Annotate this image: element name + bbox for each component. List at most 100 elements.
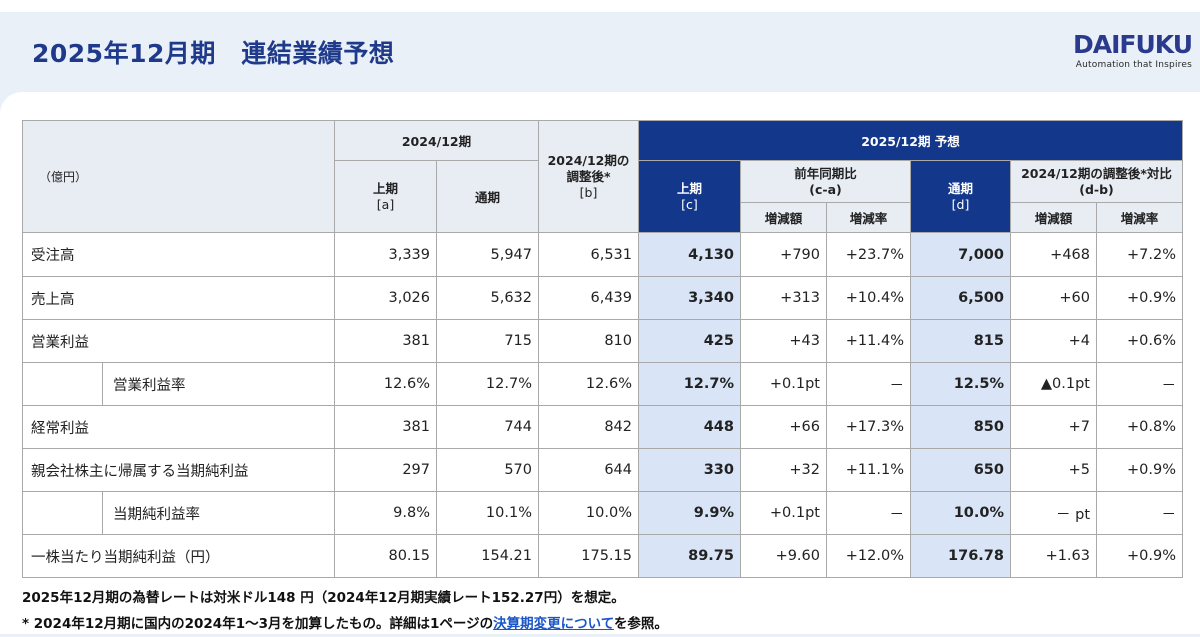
row-label: 一株当たり当期純利益（円） xyxy=(22,534,335,578)
cell-c: 330 xyxy=(638,448,741,492)
cell-b: 6,531 xyxy=(538,232,639,277)
table-row-operating-income: 営業利益 381 715 810 425 +43 +11.4% 815 +4 +… xyxy=(22,319,1183,363)
cell-ca-rate: － xyxy=(826,362,911,406)
cell-db-amount: ▲0.1pt xyxy=(1010,362,1097,406)
cell-a: 3,026 xyxy=(334,276,437,320)
page-title: 2025年12月期 連結業績予想 xyxy=(32,39,395,68)
cell-d: 12.5% xyxy=(910,362,1011,406)
cell-full2024: 5,632 xyxy=(436,276,539,320)
col-2025-h1-label: 上期 xyxy=(676,180,702,196)
cell-ca-amount: +32 xyxy=(740,448,827,492)
content-panel: （億円） 2024/12期 2024/12期の 調整後* [b] 2025/12… xyxy=(0,92,1200,634)
cell-ca-rate: +11.1% xyxy=(826,448,911,492)
top-strip xyxy=(0,0,1200,12)
group-vs-adjusted-sub: (d-b) xyxy=(1079,181,1114,197)
cell-ca-rate: +17.3% xyxy=(826,405,911,449)
row-label: 親会社株主に帰属する当期純利益 xyxy=(22,448,335,492)
col-yoy-amount: 増減額 xyxy=(740,202,827,233)
cell-ca-rate: +10.4% xyxy=(826,276,911,320)
cell-ca-rate: － xyxy=(826,491,911,535)
cell-c: 4,130 xyxy=(638,232,741,277)
group-2025: 2025/12期 予想 xyxy=(638,120,1183,161)
cell-ca-amount: +790 xyxy=(740,232,827,277)
logo-wordmark: DAIFUKU xyxy=(1072,30,1193,59)
col-2024-h1: 上期 [a] xyxy=(334,160,437,233)
cell-a: 381 xyxy=(334,405,437,449)
row-label: 営業利益率 xyxy=(102,362,335,406)
cell-full2024: 10.1% xyxy=(436,491,539,535)
cell-b: 10.0% xyxy=(538,491,639,535)
cell-db-rate: +0.6% xyxy=(1096,319,1183,363)
group-vs-adjusted: 2024/12期の調整後*対比 (d-b) xyxy=(1010,160,1183,203)
group-vs-adjusted-label: 2024/12期の調整後*対比 xyxy=(1021,165,1172,181)
cell-b: 842 xyxy=(538,405,639,449)
indent-cell xyxy=(22,491,103,535)
cell-ca-amount: +66 xyxy=(740,405,827,449)
cell-db-rate: +7.2% xyxy=(1096,232,1183,277)
table-row-ordinary-income: 経常利益 381 744 842 448 +66 +17.3% 850 +7 +… xyxy=(22,405,1183,449)
cell-d: 650 xyxy=(910,448,1011,492)
cell-c: 425 xyxy=(638,319,741,363)
cell-c: 12.7% xyxy=(638,362,741,406)
cell-b: 810 xyxy=(538,319,639,363)
cell-c: 448 xyxy=(638,405,741,449)
forecast-table: （億円） 2024/12期 2024/12期の 調整後* [b] 2025/12… xyxy=(22,120,1183,578)
cell-full2024: 744 xyxy=(436,405,539,449)
cell-db-rate: － xyxy=(1096,491,1183,535)
row-label: 売上高 xyxy=(22,276,335,320)
col-2025-h1: 上期 [c] xyxy=(638,160,741,233)
group-2024: 2024/12期 xyxy=(334,120,539,161)
footnote-exchange-rate: 2025年12月期の為替レートは対米ドル148 円（2024年12月期実績レート… xyxy=(22,590,625,606)
footnotes: 2025年12月期の為替レートは対米ドル148 円（2024年12月期実績レート… xyxy=(22,585,668,637)
cell-full2024: 715 xyxy=(436,319,539,363)
cell-ca-amount: +43 xyxy=(740,319,827,363)
col-adjusted: 2024/12期の 調整後* [b] xyxy=(538,120,639,233)
cell-a: 9.8% xyxy=(334,491,437,535)
cell-d: 6,500 xyxy=(910,276,1011,320)
cell-ca-rate: +11.4% xyxy=(826,319,911,363)
company-logo: DAIFUKU Automation that Inspires xyxy=(1072,30,1193,71)
cell-db-rate: +0.9% xyxy=(1096,276,1183,320)
cell-c: 89.75 xyxy=(638,534,741,578)
cell-b: 175.15 xyxy=(538,534,639,578)
cell-d: 176.78 xyxy=(910,534,1011,578)
cell-db-amount: － pt xyxy=(1010,491,1097,535)
cell-b: 644 xyxy=(538,448,639,492)
table-row-eps: 一株当たり当期純利益（円） 80.15 154.21 175.15 89.75 … xyxy=(22,534,1183,578)
footnote-adjustment-tail: を参照。 xyxy=(613,616,668,632)
cell-ca-amount: +313 xyxy=(740,276,827,320)
cell-ca-rate: +23.7% xyxy=(826,232,911,277)
cell-full2024: 154.21 xyxy=(436,534,539,578)
cell-b: 6,439 xyxy=(538,276,639,320)
cell-ca-amount: +0.1pt xyxy=(740,362,827,406)
cell-b: 12.6% xyxy=(538,362,639,406)
table-row-operating-margin: 営業利益率 12.6% 12.7% 12.6% 12.7% +0.1pt － 1… xyxy=(22,362,1183,406)
cell-db-rate: +0.9% xyxy=(1096,448,1183,492)
cell-a: 3,339 xyxy=(334,232,437,277)
cell-db-rate: +0.8% xyxy=(1096,405,1183,449)
cell-db-amount: +7 xyxy=(1010,405,1097,449)
cell-db-amount: +468 xyxy=(1010,232,1097,277)
indent-cell xyxy=(22,362,103,406)
cell-c: 3,340 xyxy=(638,276,741,320)
col-2025-full-sub: [d] xyxy=(951,196,970,212)
footnote-adjustment: * 2024年12月期に国内の2024年1～3月を加算したもの。詳細は1ページの… xyxy=(22,611,668,637)
cell-ca-amount: +0.1pt xyxy=(740,491,827,535)
cell-a: 297 xyxy=(334,448,437,492)
cell-db-rate: +0.9% xyxy=(1096,534,1183,578)
col-yoy-rate: 増減率 xyxy=(826,202,911,233)
cell-db-amount: +4 xyxy=(1010,319,1097,363)
fiscal-change-link[interactable]: 決算期変更について xyxy=(493,616,614,632)
col-adjusted-line1: 2024/12期の xyxy=(547,152,630,168)
cell-db-amount: +5 xyxy=(1010,448,1097,492)
table-row-net-margin: 当期純利益率 9.8% 10.1% 10.0% 9.9% +0.1pt － 10… xyxy=(22,491,1183,535)
col-adj-amount: 増減額 xyxy=(1010,202,1097,233)
col-adjusted-sub: [b] xyxy=(579,184,598,200)
row-label: 営業利益 xyxy=(22,319,335,363)
group-yoy-sub: (c-a) xyxy=(809,181,842,197)
cell-d: 7,000 xyxy=(910,232,1011,277)
col-2025-full: 通期 [d] xyxy=(910,160,1011,233)
page-header: 2025年12月期 連結業績予想 DAIFUKU Automation that… xyxy=(0,12,1200,96)
cell-d: 850 xyxy=(910,405,1011,449)
footnote-adjustment-text: * 2024年12月期に国内の2024年1～3月を加算したもの。詳細は1ページの xyxy=(22,616,494,632)
